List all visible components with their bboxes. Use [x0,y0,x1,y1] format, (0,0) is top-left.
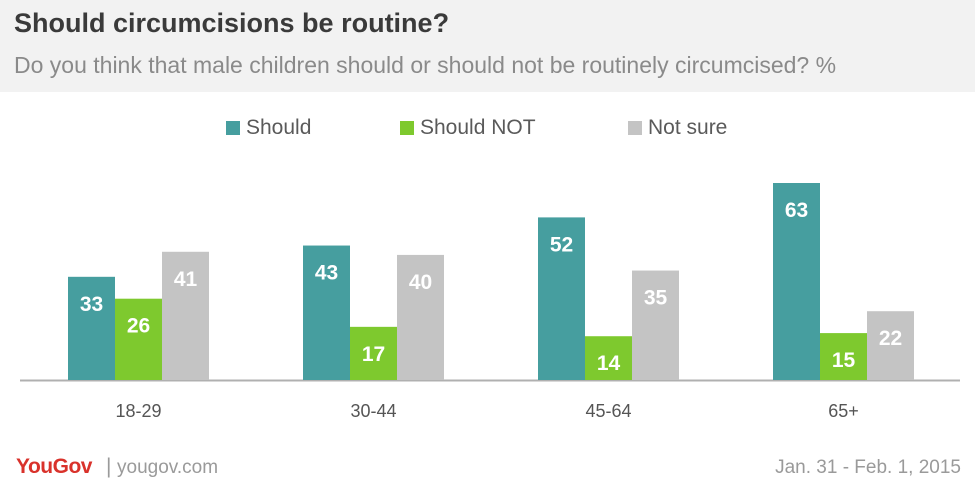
yougov-logo: YouGov [16,455,92,478]
bar-not-sure-18-29 [162,251,209,380]
legend-item-should: Should [226,116,311,140]
bar-should-45-64 [538,217,585,380]
legend-item-not-sure: Not sure [628,116,727,140]
legend-swatch-should [226,121,240,135]
footer-date: Jan. 31 - Feb. 1, 2015 [775,457,961,478]
bar-not-sure-30-44 [397,254,444,380]
category-label-65+: 65+ [828,401,859,421]
bar-should-65+ [773,183,820,380]
legend-label-should: Should [246,116,312,139]
bar-label-not-sure-65+: 22 [879,327,902,350]
bar-label-should-45-64: 52 [550,233,573,256]
bar-should-not-30-44 [350,326,397,380]
bar-label-not-sure-45-64: 35 [644,287,668,310]
bar-label-should-30-44: 43 [315,262,338,285]
bar-should-not-45-64 [585,336,632,380]
chart-subtitle: Do you think that male children should o… [14,52,837,78]
footer-separator: | [106,455,112,478]
bar-not-sure-65+ [867,311,914,380]
bar-should-30-44 [303,245,350,380]
bar-label-should-not-65+: 15 [832,349,856,372]
legend-swatch-not-sure [628,121,642,135]
bar-label-should-18-29: 33 [80,293,103,316]
legend-label-should-not: Should NOT [420,116,536,139]
bar-not-sure-45-64 [632,270,679,380]
category-label-45-64: 45-64 [585,401,631,421]
bar-should-not-65+ [820,333,867,380]
bar-label-not-sure-18-29: 41 [174,268,198,291]
bar-label-should-not-45-64: 14 [597,352,621,375]
legend-item-should-not: Should NOT [400,116,536,140]
bar-label-should-not-30-44: 17 [362,343,385,366]
bar-should-not-18-29 [115,298,162,380]
bar-label-should-65+: 63 [785,199,808,222]
bar-label-not-sure-30-44: 40 [409,271,432,294]
category-label-30-44: 30-44 [350,401,396,421]
bar-label-should-not-18-29: 26 [127,315,150,338]
chart-legend: Should Should NOT Not sure [0,116,975,142]
chart-title: Should circumcisions be routine? [14,8,450,38]
footer-site-link[interactable]: yougov.com [117,457,219,478]
bar-should-18-29 [68,276,115,380]
category-label-18-29: 18-29 [115,401,161,421]
chart-header: Should circumcisions be routine? Do you … [0,0,975,92]
legend-swatch-should-not [400,121,414,135]
legend-label-not-sure: Not sure [648,116,728,139]
